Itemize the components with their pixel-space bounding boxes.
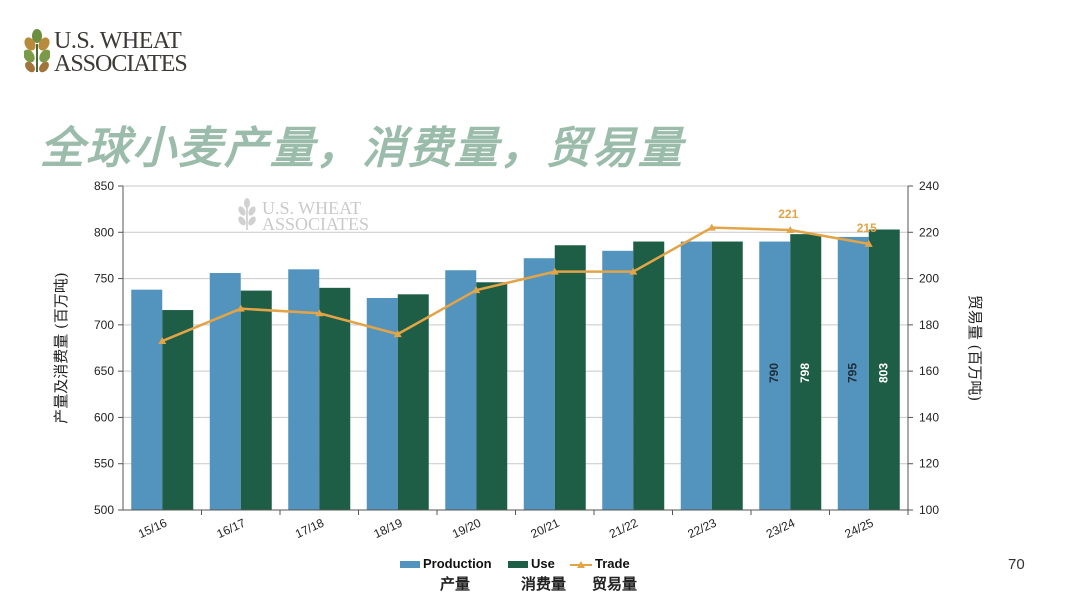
page-number: 70	[1008, 556, 1025, 573]
trade-data-label: 221	[778, 207, 798, 221]
y-tick-label: 700	[94, 318, 114, 332]
legend-trade-swatch	[570, 560, 592, 568]
legend-production-label: Production	[423, 556, 492, 571]
y2-tick-label: 200	[919, 272, 939, 286]
y-tick-label: 850	[94, 179, 114, 193]
legend-production: Production	[400, 556, 492, 571]
bar-production	[680, 241, 712, 511]
x-tick-label: 22/23	[685, 516, 718, 542]
x-tick-label: 23/24	[764, 516, 797, 542]
trade-line	[158, 223, 873, 345]
x-tick-label: 15/16	[136, 516, 169, 542]
y2-tick-label: 120	[919, 457, 939, 471]
bar-data-label: 795	[845, 363, 859, 383]
legend-trade-cn: 贸易量	[592, 575, 638, 593]
trade-marker	[236, 304, 245, 312]
x-tick-label: 24/25	[842, 516, 875, 542]
bar-production	[759, 241, 791, 511]
page-title: 全球小麦产量，消费量，贸易量	[40, 123, 684, 174]
x-tick-label: 16/17	[214, 516, 247, 542]
logo-line-1: U.S. WHEAT	[54, 28, 182, 54]
watermark-wheat-icon	[238, 198, 256, 230]
bar-production	[837, 236, 869, 510]
bar-use	[319, 287, 351, 510]
data-labels: 790 798 795 803 221 215	[767, 207, 891, 383]
bars	[131, 229, 900, 511]
y2-tick-label: 100	[919, 503, 939, 517]
trade-marker	[393, 330, 402, 338]
bar-production	[131, 289, 163, 510]
y-tick-label: 800	[94, 225, 114, 239]
trade-marker	[864, 239, 873, 247]
bar-use	[868, 229, 900, 510]
bar-data-label: 798	[798, 363, 812, 383]
trade-marker	[550, 267, 559, 275]
bar-production	[209, 273, 241, 510]
legend-use-label: Use	[531, 556, 555, 571]
x-tick-label: 20/21	[528, 516, 561, 542]
bar-use	[476, 282, 508, 510]
bar-production	[445, 270, 477, 510]
legend-use: Use	[508, 556, 555, 571]
legend-production-cn: 产量	[440, 575, 471, 593]
watermark-line-2: ASSOCIATES	[262, 214, 369, 234]
legend-trade: Trade	[570, 556, 630, 571]
x-tick-label: 21/22	[607, 516, 640, 542]
chart-watermark: U.S. WHEAT ASSOCIATES	[238, 198, 369, 234]
trade-marker	[707, 223, 716, 231]
trade-data-label: 215	[857, 221, 877, 235]
logo-line-2: ASSOCIATES	[54, 51, 188, 77]
trade-marker	[158, 337, 167, 345]
x-tick-label: 18/19	[371, 516, 404, 542]
watermark-line-1: U.S. WHEAT	[262, 198, 361, 218]
bar-production	[288, 269, 320, 510]
x-tick-label: 19/20	[450, 516, 483, 542]
y2-tick-label: 180	[919, 318, 939, 332]
y2-tick-label: 140	[919, 410, 939, 424]
y2-tick-label: 160	[919, 364, 939, 378]
bar-data-label: 803	[876, 363, 890, 383]
trade-marker	[315, 309, 324, 317]
wheat-logo-icon	[24, 29, 50, 73]
y2-tick-label: 220	[919, 225, 939, 239]
trade-marker	[472, 286, 481, 294]
trade-marker	[629, 267, 638, 275]
y-tick-label: 550	[94, 457, 114, 471]
y-axis-label: 产量及消费量 (百万吨)	[52, 272, 70, 423]
legend-production-swatch	[400, 561, 420, 569]
bar-data-label: 790	[767, 363, 781, 383]
legend: Production Use Trade 产量 消费量 贸易量	[400, 556, 660, 596]
logo: U.S. WHEAT ASSOCIATES	[24, 26, 214, 76]
legend-use-swatch	[508, 561, 528, 569]
y-tick-label: 750	[94, 272, 114, 286]
bar-production	[602, 250, 634, 511]
bar-production	[523, 258, 555, 510]
legend-trade-label: Trade	[595, 556, 630, 571]
bar-use	[162, 310, 194, 510]
y-tick-label: 500	[94, 503, 114, 517]
y-tick-label: 600	[94, 410, 114, 424]
trade-marker	[786, 225, 795, 233]
bar-use	[711, 241, 743, 511]
y2-axis-label: 贸易量 (百万吨)	[966, 295, 984, 401]
y2-tick-label: 240	[919, 179, 939, 193]
bar-use	[790, 234, 822, 510]
bar-use	[633, 241, 665, 511]
bar-use	[554, 245, 586, 510]
bar-use	[240, 290, 272, 510]
y-tick-label: 650	[94, 364, 114, 378]
legend-use-cn: 消费量	[521, 575, 567, 593]
trade-line-path	[161, 226, 869, 343]
x-tick-label: 17/18	[293, 516, 326, 542]
